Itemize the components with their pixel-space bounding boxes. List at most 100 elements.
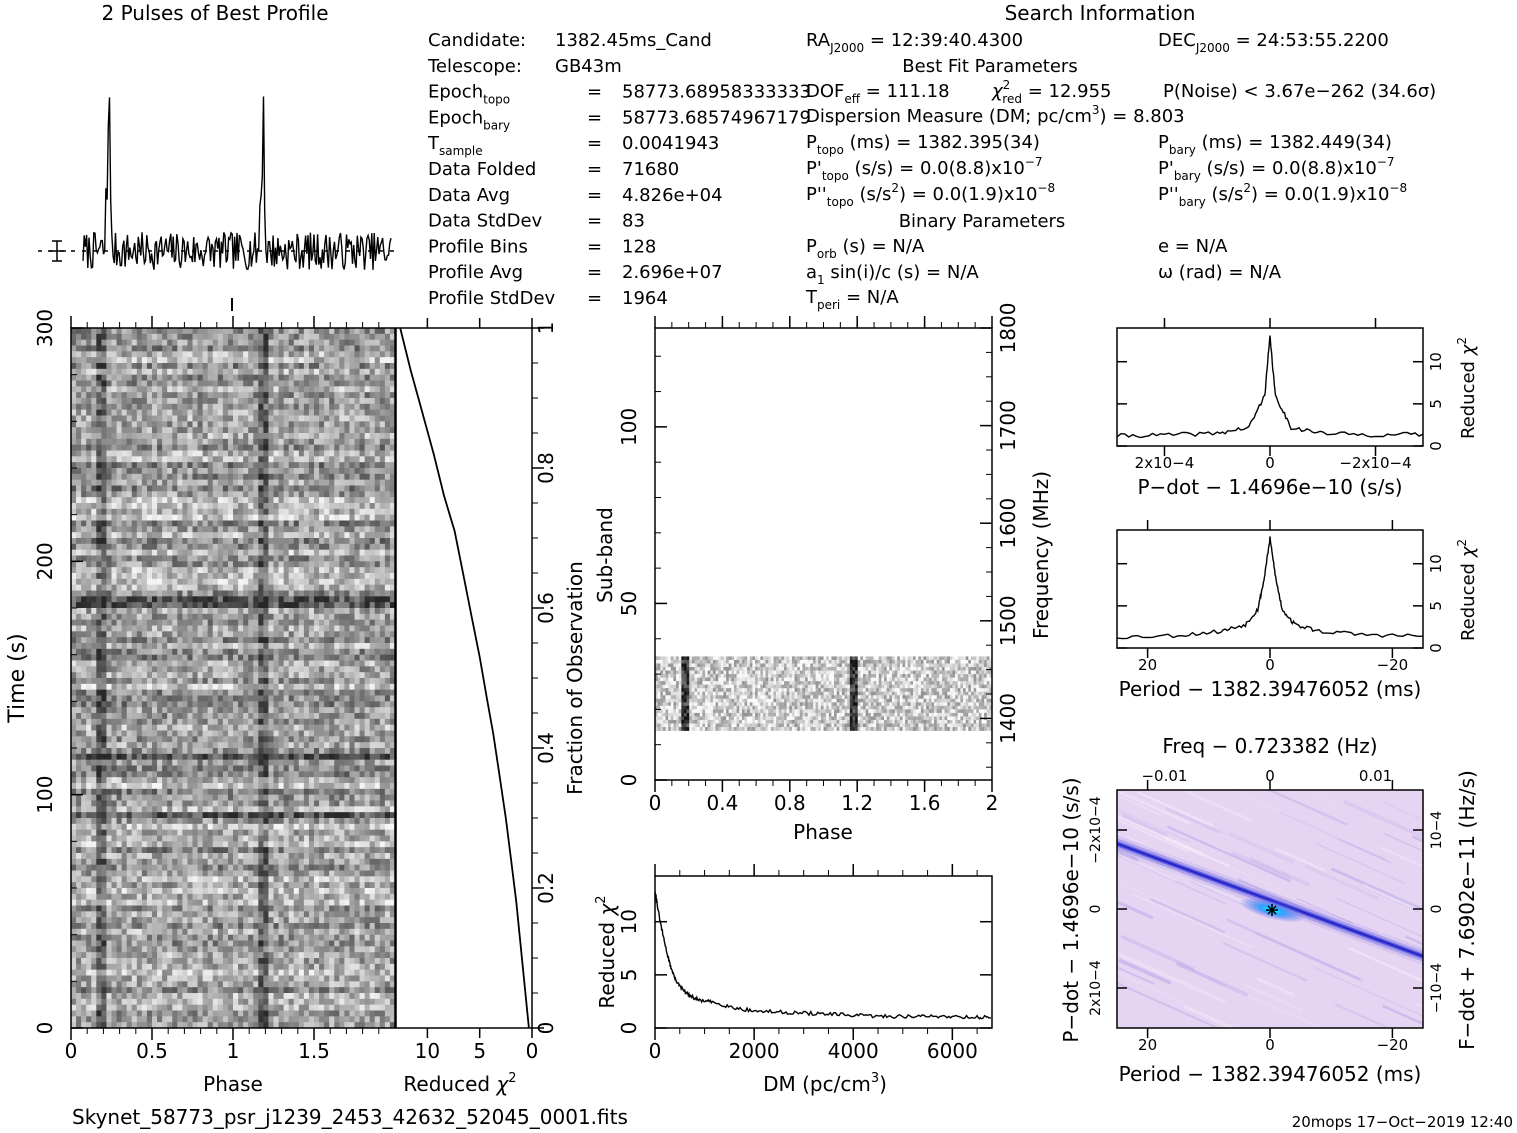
greyscale-cell: [126, 573, 133, 580]
greyscale-cell: [263, 508, 269, 516]
greyscale-cell: [71, 730, 77, 737]
asini-readout: a1 sin(i)/c (s) = N/A: [806, 262, 979, 287]
greyscale-cell: [111, 450, 117, 457]
greyscale-cell: [167, 736, 173, 743]
greyscale-cell: [106, 363, 112, 370]
greyscale-cell: [308, 619, 315, 626]
greyscale-cell: [212, 549, 219, 556]
greyscale-cell: [349, 567, 355, 574]
greyscale-cell: [258, 538, 264, 545]
greyscale-cell: [157, 485, 163, 492]
greyscale-cell: [334, 619, 340, 626]
greyscale-cell: [101, 345, 107, 352]
greyscale-cell: [374, 590, 381, 597]
greyscale-cell: [227, 351, 234, 358]
greyscale-cell: [126, 351, 133, 358]
greyscale-cell: [384, 625, 391, 632]
greyscale-cell: [91, 508, 97, 516]
greyscale-cell: [344, 392, 350, 399]
greyscale-cell: [308, 462, 315, 469]
greyscale-cell: [243, 561, 249, 568]
greyscale-cell: [283, 398, 290, 405]
greyscale-cell: [172, 736, 178, 743]
greyscale-cell: [389, 514, 396, 521]
greyscale-cell: [81, 468, 87, 475]
greyscale-cell: [152, 654, 158, 661]
greyscale-cell: [101, 567, 107, 574]
greyscale-cell: [263, 689, 269, 696]
greyscale-cell: [258, 759, 264, 766]
greyscale-cell: [106, 742, 112, 749]
greyscale-cell: [71, 538, 77, 545]
greyscale-cell: [258, 765, 264, 772]
greyscale-cell: [146, 771, 153, 778]
greyscale-cell: [344, 596, 350, 603]
greyscale-cell: [217, 578, 224, 586]
greyscale-cell: [167, 543, 173, 551]
greyscale-cell: [339, 380, 345, 387]
greyscale-cell: [222, 561, 229, 568]
greyscale-cell: [268, 637, 274, 644]
greyscale-cell: [141, 643, 148, 650]
greyscale-cell: [308, 380, 315, 387]
greyscale-cell: [162, 398, 168, 405]
greyscale-cell: [81, 444, 87, 451]
greyscale-cell: [288, 654, 295, 661]
greyscale-cell: [96, 538, 102, 545]
greyscale-cell: [293, 689, 300, 696]
greyscale-cell: [146, 736, 153, 743]
greyscale-cell: [319, 753, 325, 761]
greyscale-cell: [319, 713, 325, 720]
greyscale-cell: [157, 479, 163, 486]
greyscale-cell: [76, 532, 82, 539]
greyscale-cell: [374, 403, 381, 411]
greyscale-cell: [76, 380, 82, 387]
greyscale-cell: [369, 683, 376, 691]
greyscale-cell: [233, 351, 239, 358]
greyscale-cell: [308, 765, 315, 772]
greyscale-cell: [369, 363, 376, 370]
greyscale-cell: [227, 374, 234, 381]
greyscale-cell: [96, 759, 102, 766]
greyscale-cell: [374, 648, 381, 656]
greyscale-cell: [121, 497, 128, 504]
greyscale-cell: [364, 497, 371, 504]
greyscale-cell: [319, 433, 325, 440]
greyscale-cell: [374, 503, 381, 510]
greyscale-cell: [303, 433, 310, 440]
greyscale-cell: [101, 561, 107, 568]
greyscale-cell: [384, 631, 391, 638]
greyscale-cell: [308, 444, 315, 451]
greyscale-cell: [207, 526, 214, 533]
greyscale-cell: [278, 427, 285, 434]
greyscale-cell: [182, 678, 188, 685]
greyscale-cell: [227, 613, 234, 621]
greyscale-cell: [182, 619, 188, 626]
greyscale-cell: [152, 730, 158, 737]
info-key: Epochtopo: [428, 82, 510, 107]
greyscale-cell: [268, 427, 274, 434]
greyscale-cell: [76, 643, 82, 650]
greyscale-cell: [207, 666, 214, 673]
greyscale-cell: [389, 619, 396, 626]
greyscale-cell: [354, 689, 360, 696]
greyscale-cell: [253, 508, 259, 516]
greyscale-cell: [369, 730, 376, 737]
greyscale-cell: [202, 456, 209, 463]
greyscale-cell: [81, 462, 87, 469]
greyscale-cell: [157, 543, 163, 551]
greyscale-cell: [303, 328, 310, 335]
greyscale-cell: [116, 759, 123, 766]
greyscale-cell: [288, 409, 295, 416]
greyscale-cell: [283, 549, 290, 556]
greyscale-cell: [116, 672, 123, 679]
greyscale-cell: [354, 625, 360, 632]
greyscale-cell: [329, 345, 335, 352]
greyscale-cell: [177, 724, 183, 731]
greyscale-cell: [101, 403, 107, 411]
greyscale-cell: [293, 403, 300, 411]
greyscale-cell: [141, 549, 148, 556]
greyscale-cell: [369, 485, 376, 492]
greyscale-cell: [349, 508, 355, 516]
